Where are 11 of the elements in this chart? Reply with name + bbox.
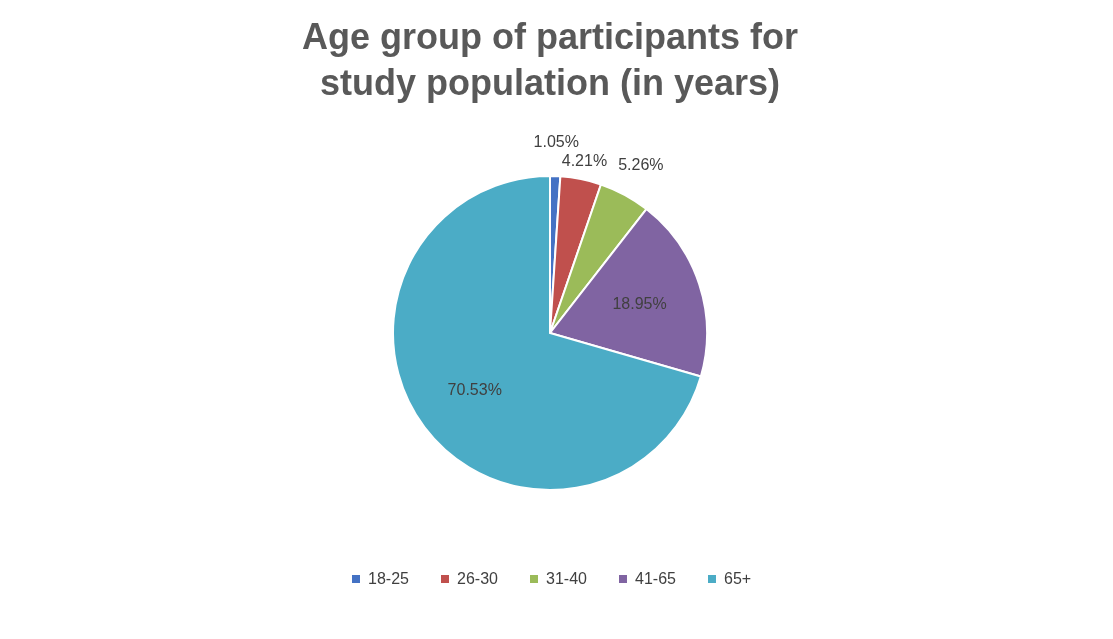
data-label: 70.53% [447,380,502,398]
legend-label: 26-30 [457,570,499,587]
data-label: 18.95% [612,294,667,312]
data-label: 4.21% [561,152,608,170]
legend-label: 41-65 [635,570,677,587]
legend-label: 31-40 [546,570,588,587]
legend-label: 65+ [724,570,752,587]
data-label: 1.05% [533,133,579,151]
chart-title: Age group of participants for study population (in years) [301,16,799,103]
data-label: 5.26% [618,155,664,173]
legend-label: 18-25 [368,570,410,587]
